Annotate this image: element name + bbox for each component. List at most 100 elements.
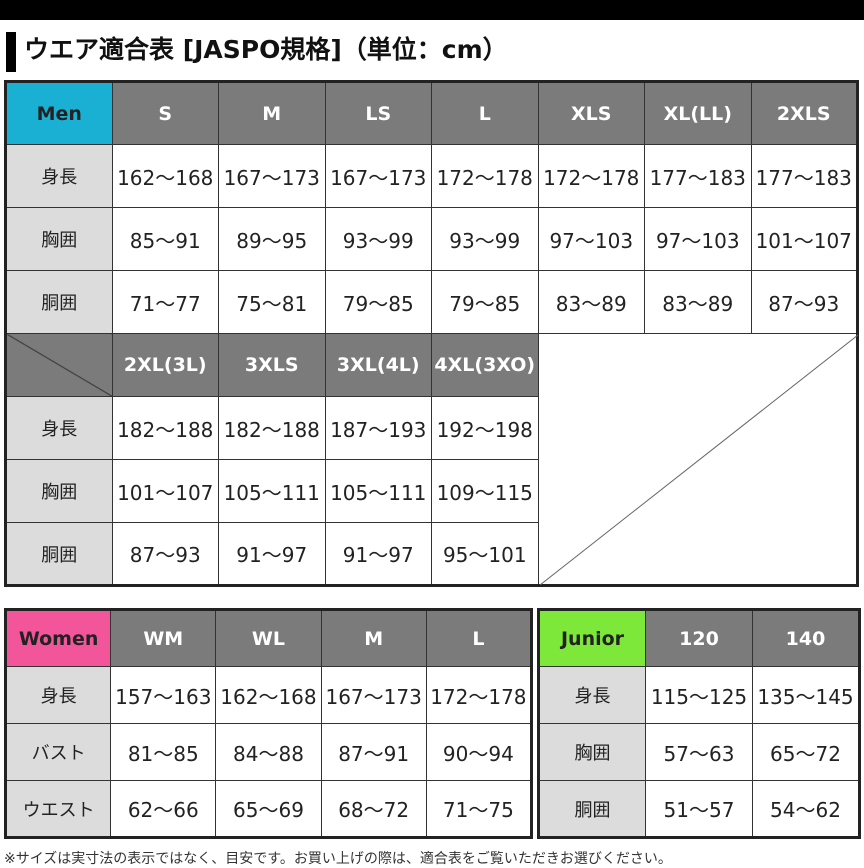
table-row: 胴囲 71～77 75～81 79～85 79～85 83～89 83～89 87～93 xyxy=(5,270,858,334)
page-title: ウエア適合表 [JASPO規格]（単位：cm） xyxy=(24,35,508,64)
row-label: バスト xyxy=(4,723,112,781)
row-label: 胴囲 xyxy=(538,780,646,838)
size-header: 120 xyxy=(645,609,753,667)
row-label: 身長 xyxy=(4,666,112,724)
measurement-cell: 177～183 xyxy=(644,144,752,208)
table-row: Women WM WL M L xyxy=(4,609,533,667)
table-row: Junior 120 140 xyxy=(538,609,860,667)
measurement-cell: 101～107 xyxy=(111,459,219,523)
measurement-cell: 167～173 xyxy=(218,144,326,208)
measurement-cell: 87～93 xyxy=(111,522,219,586)
empty-area xyxy=(538,333,858,586)
size-header: L xyxy=(431,81,539,145)
row-label: 胸囲 xyxy=(5,459,113,523)
measurement-cell: 162～168 xyxy=(111,144,219,208)
measurement-cell: 84～88 xyxy=(215,723,322,781)
measurement-cell: 162～168 xyxy=(215,666,322,724)
measurement-cell: 91～97 xyxy=(218,522,326,586)
measurement-cell: 157～163 xyxy=(110,666,217,724)
junior-category-label: Junior xyxy=(538,609,646,667)
measurement-cell: 75～81 xyxy=(218,270,326,334)
size-header: XLS xyxy=(537,81,645,145)
size-header: 3XLS xyxy=(218,333,326,397)
table-row: 胴囲 87～93 91～97 91～97 95～101 xyxy=(5,522,858,586)
measurement-cell: 95～101 xyxy=(431,522,539,586)
row-label: 胴囲 xyxy=(5,270,113,334)
measurement-cell: 97～103 xyxy=(644,207,752,271)
row-label: 胸囲 xyxy=(538,723,646,781)
measurement-cell: 90～94 xyxy=(425,723,533,781)
table-row: ウエスト 62～66 65～69 68～72 71～75 xyxy=(4,780,533,838)
size-header: 3XL(4L) xyxy=(324,333,432,397)
row-label: 胸囲 xyxy=(5,207,113,271)
measurement-cell: 101～107 xyxy=(750,207,858,271)
measurement-cell: 182～188 xyxy=(111,396,219,460)
table-row: 身長 157～163 162～168 167～173 172～178 xyxy=(4,666,533,724)
table-row: 胸囲 57～63 65～72 xyxy=(538,723,860,781)
measurement-cell: 79～85 xyxy=(324,270,432,334)
title-marker xyxy=(6,32,16,72)
table-row: 胴囲 51～57 54～62 xyxy=(538,780,860,838)
measurement-cell: 62～66 xyxy=(110,780,217,838)
measurement-cell: 109～115 xyxy=(431,459,539,523)
measurement-cell: 79～85 xyxy=(431,270,539,334)
table-row: Men S M LS L XLS XL(LL) 2XLS xyxy=(5,81,858,145)
measurement-cell: 93～99 xyxy=(324,207,432,271)
diagonal-header-cell xyxy=(5,333,113,397)
men-size-table: Men S M LS L XLS XL(LL) 2XLS 身長 162～168 167～173 167… xyxy=(4,80,859,587)
measurement-cell: 54～62 xyxy=(752,780,860,838)
measurement-cell: 51～57 xyxy=(645,780,753,838)
size-header: L xyxy=(425,609,533,667)
table-row: 胸囲 85～91 89～95 93～99 93～99 97～103 97～103 101～10… xyxy=(5,207,858,271)
row-label: 身長 xyxy=(5,144,113,208)
measurement-cell: 71～77 xyxy=(111,270,219,334)
size-header: WM xyxy=(110,609,217,667)
size-header: 2XLS xyxy=(750,81,858,145)
row-label: 身長 xyxy=(5,396,113,460)
size-header: XL(LL) xyxy=(644,81,752,145)
table-row: 身長 162～168 167～173 167～173 172～178 172～178 177… xyxy=(5,144,858,208)
row-label: 身長 xyxy=(538,666,646,724)
footnote: ※サイズは実寸法の表示ではなく、目安です。お買い上げの際は、適合表をご覧いただき… xyxy=(4,851,672,867)
size-header: LS xyxy=(324,81,432,145)
measurement-cell: 182～188 xyxy=(218,396,326,460)
table-row: 身長 115～125 135～145 xyxy=(538,666,860,724)
size-header: M xyxy=(218,81,326,145)
measurement-cell: 81～85 xyxy=(110,723,217,781)
measurement-cell: 83～89 xyxy=(644,270,752,334)
measurement-cell: 85～91 xyxy=(111,207,219,271)
top-bar xyxy=(0,0,864,20)
measurement-cell: 105～111 xyxy=(324,459,432,523)
measurement-cell: 87～93 xyxy=(750,270,858,334)
table-row: バスト 81～85 84～88 87～91 90～94 xyxy=(4,723,533,781)
measurement-cell: 83～89 xyxy=(537,270,645,334)
size-header: M xyxy=(320,609,427,667)
measurement-cell: 172～178 xyxy=(537,144,645,208)
measurement-cell: 115～125 xyxy=(645,666,753,724)
measurement-cell: 89～95 xyxy=(218,207,326,271)
women-category-label: Women xyxy=(4,609,112,667)
table-row: 身長 182～188 182～188 187～193 192～198 xyxy=(5,396,858,460)
size-header: WL xyxy=(215,609,322,667)
row-label: 胴囲 xyxy=(5,522,113,586)
measurement-cell: 71～75 xyxy=(425,780,533,838)
measurement-cell: 105～111 xyxy=(218,459,326,523)
measurement-cell: 167～173 xyxy=(320,666,427,724)
row-label: ウエスト xyxy=(4,780,112,838)
measurement-cell: 93～99 xyxy=(431,207,539,271)
table-row: 胸囲 101～107 105～111 105～111 109～115 xyxy=(5,459,858,523)
measurement-cell: 68～72 xyxy=(320,780,427,838)
size-header: 2XL(3L) xyxy=(111,333,219,397)
measurement-cell: 65～72 xyxy=(752,723,860,781)
junior-size-table: Junior 120 140 身長 115～125 135～145 胸囲 57～63 65～72… xyxy=(537,608,861,839)
men-category-label: Men xyxy=(5,81,113,145)
measurement-cell: 57～63 xyxy=(645,723,753,781)
measurement-cell: 172～178 xyxy=(431,144,539,208)
women-size-table: Women WM WL M L 身長 157～163 162～168 167～173 172～17… xyxy=(4,608,533,839)
size-header: 4XL(3XO) xyxy=(431,333,539,397)
measurement-cell: 65～69 xyxy=(215,780,322,838)
size-header: S xyxy=(111,81,219,145)
measurement-cell: 177～183 xyxy=(750,144,858,208)
size-header: 140 xyxy=(752,609,860,667)
table-row: 2XL(3L) 3XLS 3XL(4L) 4XL(3XO) xyxy=(5,333,858,586)
